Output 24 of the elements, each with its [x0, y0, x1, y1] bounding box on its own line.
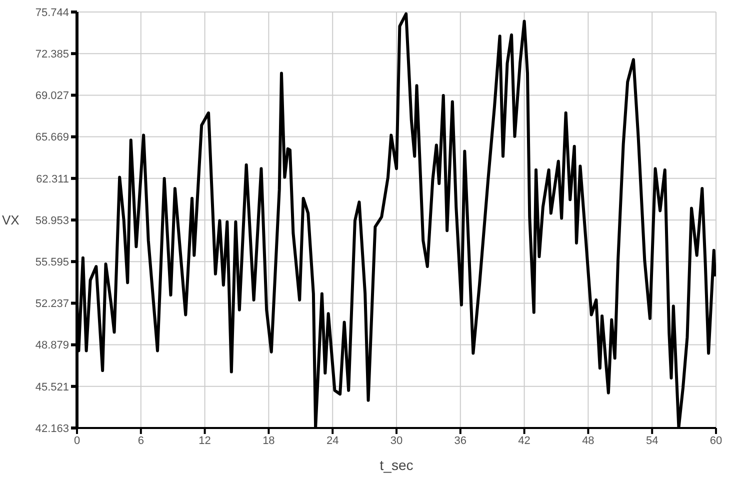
x-tick-label: 36	[454, 434, 467, 447]
x-axis-title: t_sec	[380, 457, 414, 473]
y-tick-label: 58.953	[35, 214, 69, 227]
y-axis-title: VX	[2, 212, 20, 228]
x-tick-label: 30	[390, 434, 403, 447]
x-tick-label: 24	[326, 434, 339, 447]
x-tick-label: 12	[198, 434, 211, 447]
y-tick-label: 55.595	[35, 256, 69, 269]
y-tick-label: 42.163	[35, 422, 69, 435]
y-tick-label: 75.744	[35, 6, 69, 19]
x-tick-label: 0	[74, 434, 80, 447]
x-tick-label: 6	[138, 434, 144, 447]
y-tick-label: 72.385	[35, 48, 69, 61]
y-tick-label: 62.311	[36, 173, 69, 186]
x-tick-label: 48	[582, 434, 594, 447]
y-tick-label: 65.669	[35, 132, 69, 144]
y-tick-label: 45.521	[35, 381, 69, 394]
x-tick-label: 18	[262, 434, 275, 447]
x-tick-label: 54	[646, 434, 658, 447]
y-tick-label: 52.237	[35, 298, 69, 310]
x-tick-label: 60	[710, 434, 722, 447]
x-tick-label: 42	[518, 434, 530, 447]
y-tick-label: 69.027	[35, 90, 69, 102]
y-tick-label: 48.879	[35, 340, 69, 352]
